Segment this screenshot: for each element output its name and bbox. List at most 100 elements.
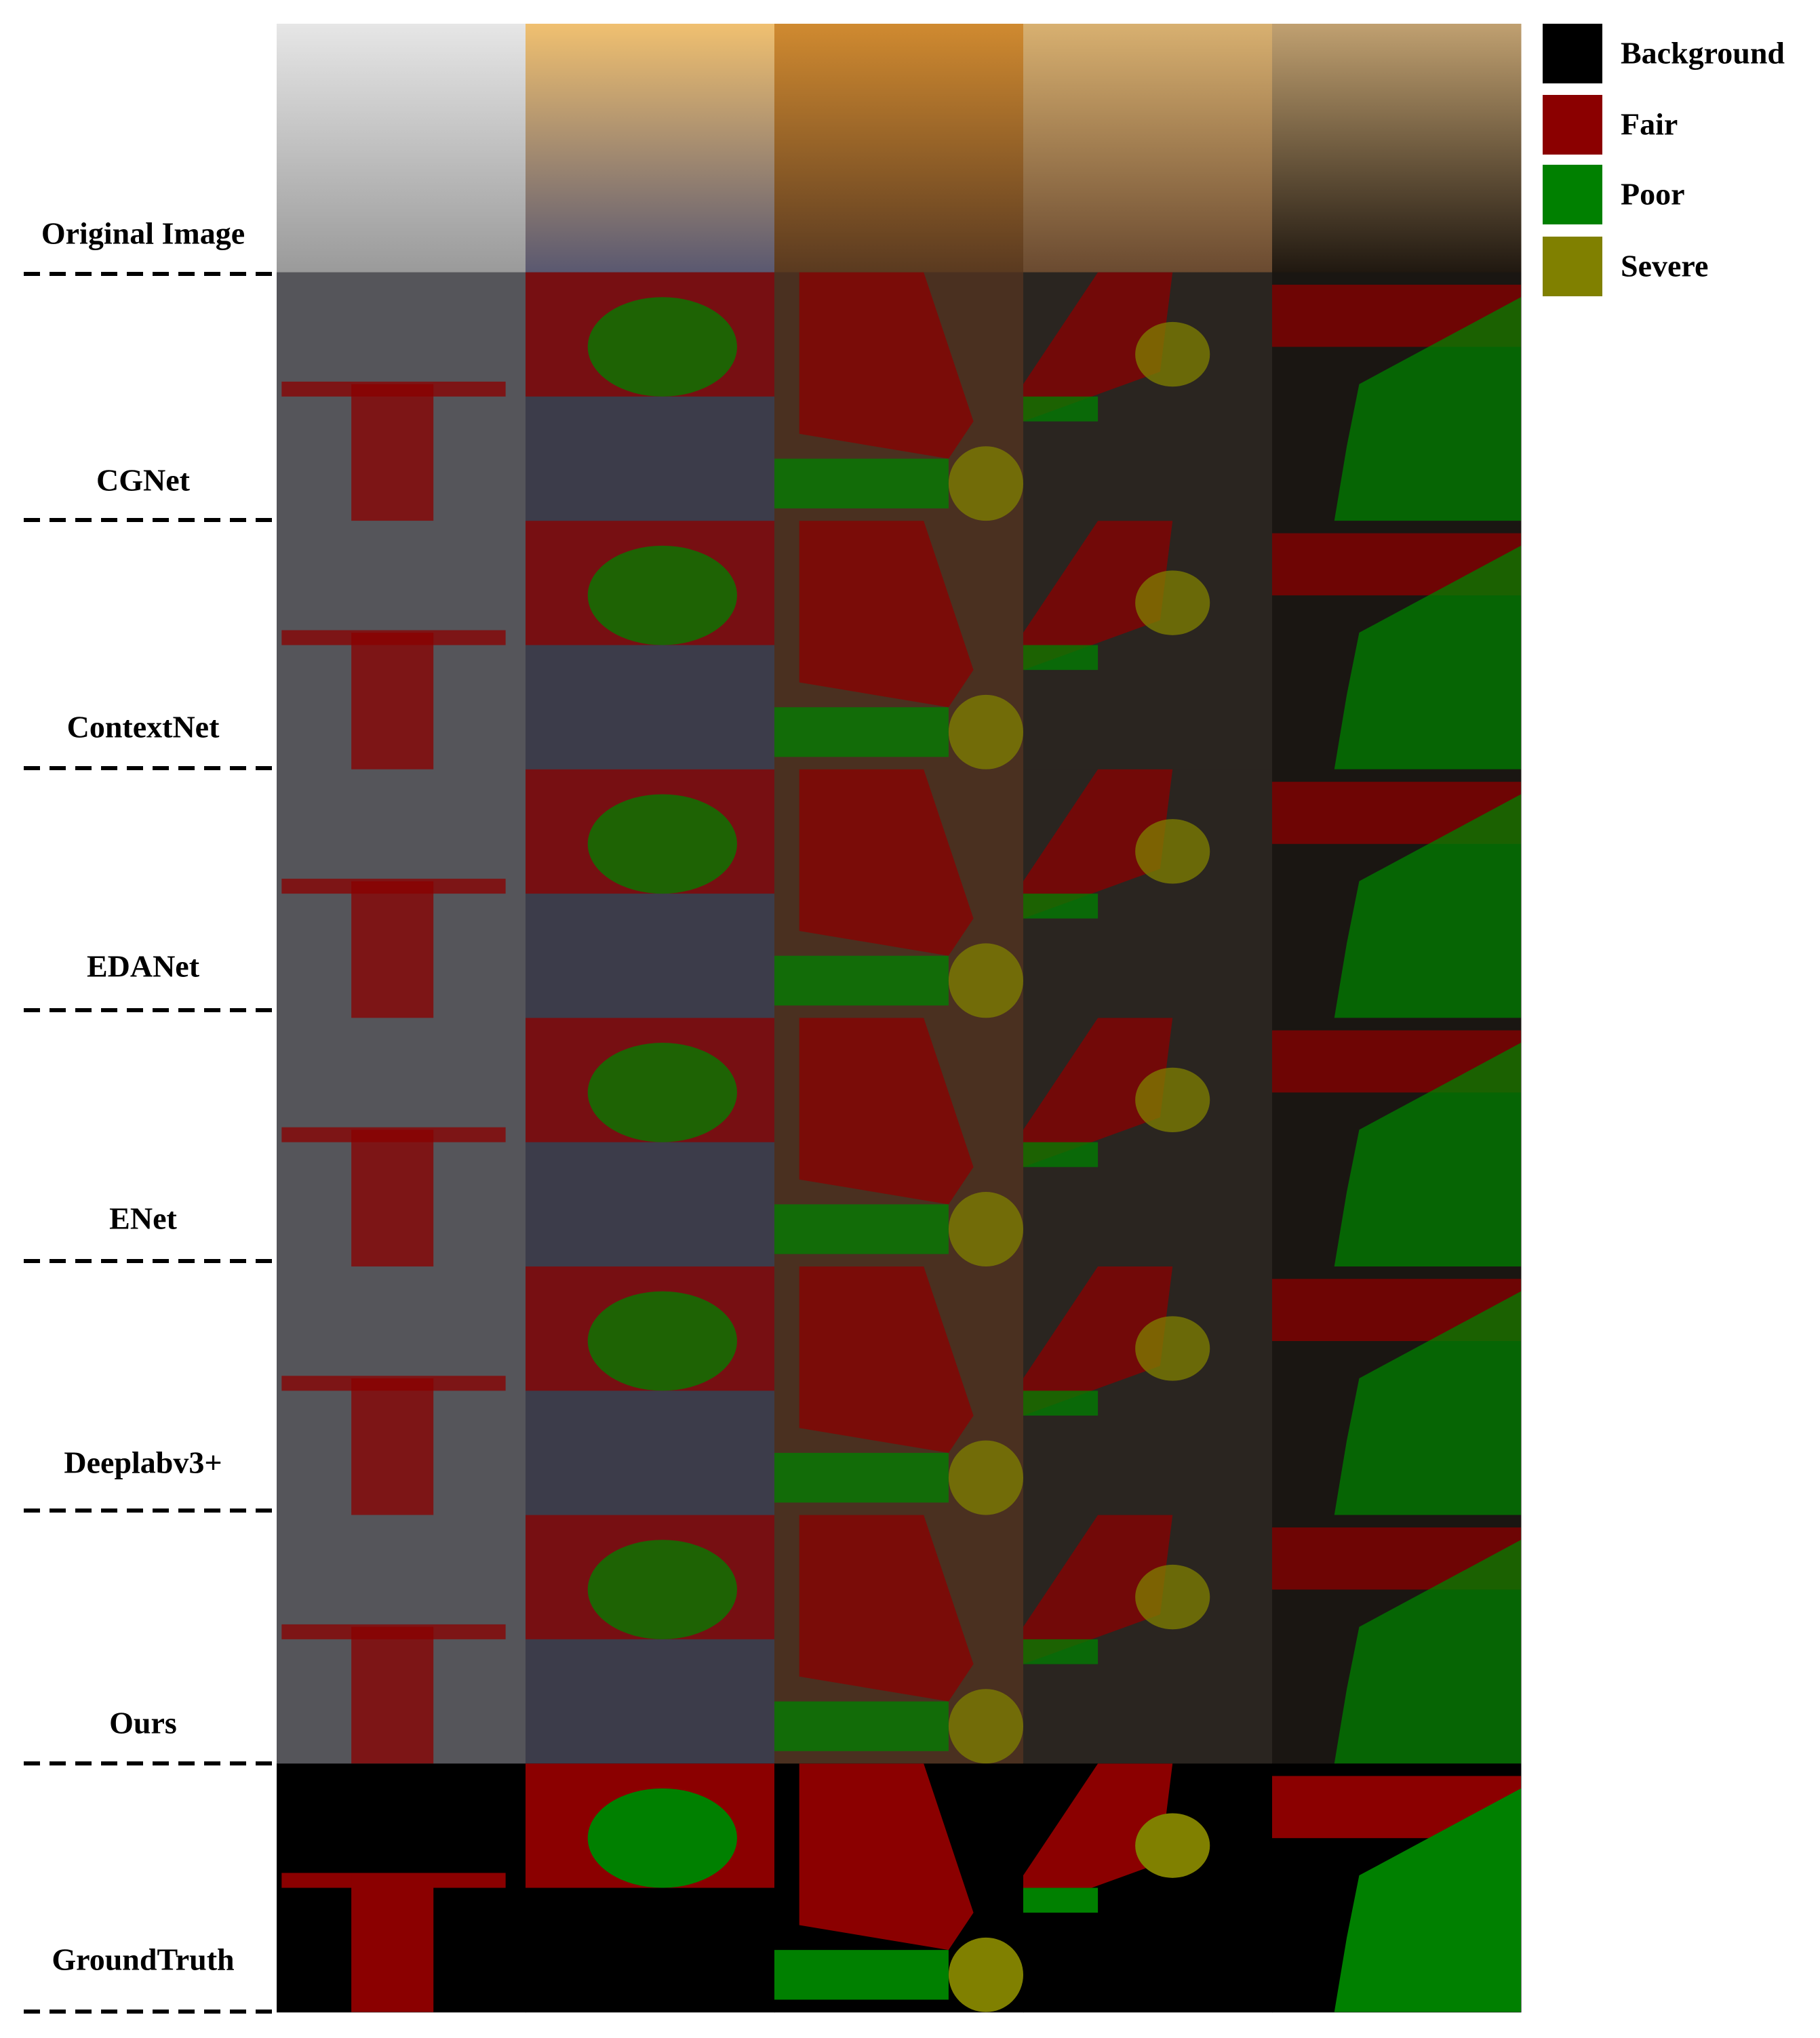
original-image xyxy=(277,24,526,273)
region xyxy=(1023,396,1099,422)
region xyxy=(774,1950,949,2000)
region xyxy=(587,297,737,397)
region xyxy=(1135,1316,1210,1381)
region xyxy=(1334,1540,1521,1764)
legend-label: Fair xyxy=(1621,107,1678,142)
image-cell xyxy=(1023,521,1273,770)
image-cell xyxy=(277,272,526,521)
image-cell xyxy=(1272,272,1522,521)
image-cell xyxy=(1272,1018,1522,1267)
region xyxy=(1334,794,1521,1018)
image-cell xyxy=(1272,769,1522,1018)
region xyxy=(1135,819,1210,884)
image-cell xyxy=(277,521,526,770)
image-cell xyxy=(1272,1266,1522,1516)
region xyxy=(351,1626,434,1764)
image-cell xyxy=(1023,272,1273,521)
image-cell xyxy=(774,1763,1024,2013)
image-cell xyxy=(774,1018,1024,1267)
region xyxy=(1023,645,1099,671)
region xyxy=(948,1440,1023,1515)
region xyxy=(587,545,737,645)
region xyxy=(351,1130,434,1266)
image-cell xyxy=(1272,24,1522,273)
original-image xyxy=(1023,24,1273,273)
row-label: EDANet xyxy=(87,949,200,984)
region xyxy=(587,1788,737,1888)
image-cell xyxy=(277,1763,526,2013)
row-label: Original Image xyxy=(41,216,245,251)
region xyxy=(351,881,434,1018)
image-cell xyxy=(1272,1763,1522,2013)
row-label: GroundTruth xyxy=(52,1942,234,1977)
original-image xyxy=(1272,24,1522,273)
region xyxy=(1023,1142,1099,1167)
row-label: Deeplabv3+ xyxy=(64,1445,222,1480)
image-cell xyxy=(774,272,1024,521)
row-label: CGNet xyxy=(96,463,191,498)
image-cell xyxy=(1023,1266,1273,1516)
image-cell xyxy=(277,1515,526,1764)
region xyxy=(1135,321,1210,387)
region xyxy=(948,1689,1023,1764)
original-image xyxy=(526,24,775,273)
original-image xyxy=(774,24,1024,273)
region xyxy=(1023,1763,1173,1913)
region xyxy=(774,1204,949,1254)
image-cell xyxy=(774,1266,1024,1516)
region xyxy=(774,1452,949,1503)
region xyxy=(587,1291,737,1391)
legend-swatch xyxy=(1543,237,1602,296)
region xyxy=(1023,272,1173,422)
image-cell xyxy=(277,1018,526,1267)
legend-swatch xyxy=(1543,24,1602,83)
legend-swatch xyxy=(1543,95,1602,155)
region xyxy=(799,521,974,708)
region xyxy=(799,1763,974,1951)
region xyxy=(351,1875,434,2012)
region xyxy=(1023,1018,1173,1167)
image-cell xyxy=(774,24,1024,273)
image-cell xyxy=(1023,769,1273,1018)
region xyxy=(351,633,434,770)
legend-swatch xyxy=(1543,165,1602,224)
region xyxy=(799,1266,974,1453)
image-cell xyxy=(526,521,775,770)
region xyxy=(587,794,737,894)
image-cell xyxy=(1272,1515,1522,1764)
row-label: Ours xyxy=(109,1706,177,1740)
region xyxy=(1023,1266,1173,1416)
region xyxy=(799,1018,974,1205)
region xyxy=(799,1515,974,1702)
image-cell xyxy=(774,769,1024,1018)
region xyxy=(799,272,974,459)
legend-label: Severe xyxy=(1621,249,1708,283)
region xyxy=(1023,1391,1099,1416)
image-cell xyxy=(1023,1515,1273,1764)
region xyxy=(948,1937,1023,2012)
image-cell xyxy=(1023,1763,1273,2013)
region xyxy=(948,943,1023,1018)
region xyxy=(774,955,949,1006)
image-cell xyxy=(526,24,775,273)
row-label: ContextNet xyxy=(67,710,220,744)
region xyxy=(774,458,949,508)
region xyxy=(1334,1043,1521,1266)
image-cell xyxy=(277,24,526,273)
region xyxy=(1023,1639,1099,1664)
region xyxy=(1334,545,1521,770)
legend-label: Poor xyxy=(1621,177,1685,212)
row-label: ENet xyxy=(109,1201,177,1236)
region xyxy=(1135,1813,1210,1878)
region xyxy=(1334,1291,1521,1515)
region xyxy=(587,1043,737,1142)
region xyxy=(1023,894,1099,919)
region xyxy=(1334,297,1521,521)
region xyxy=(1023,1515,1173,1664)
image-cell xyxy=(1023,1018,1273,1267)
region xyxy=(948,446,1023,521)
region xyxy=(774,707,949,757)
region xyxy=(948,1192,1023,1266)
region xyxy=(351,384,434,521)
